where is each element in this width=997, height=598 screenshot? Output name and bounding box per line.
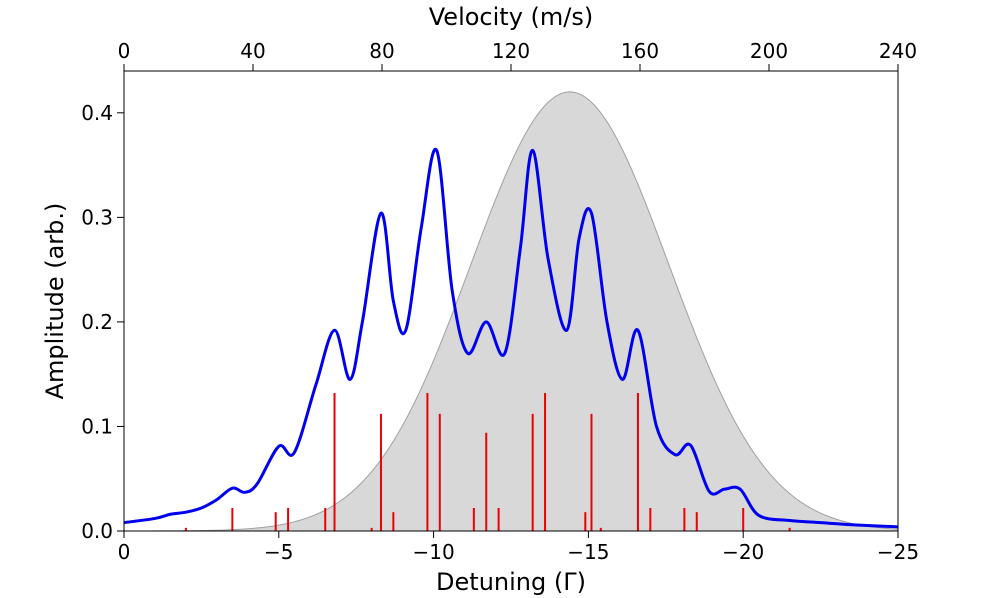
x-tick-label: −20	[722, 540, 764, 564]
top-x-tick-label: 0	[118, 39, 131, 63]
top-x-tick-label: 240	[879, 39, 917, 63]
distribution-area	[123, 91, 899, 532]
x-tick-label: 0	[118, 540, 131, 564]
top-x-axis-title: Velocity (m/s)	[429, 3, 593, 31]
y-tick-label: 0.3	[81, 205, 113, 229]
y-tick-label: 0.2	[81, 310, 113, 334]
x-tick-label: −25	[877, 540, 919, 564]
x-tick-label: −5	[264, 540, 293, 564]
x-tick-label: −10	[412, 540, 454, 564]
plot-area	[123, 91, 899, 532]
top-x-tick-label: 120	[492, 39, 530, 63]
x-tick-label: −15	[567, 540, 609, 564]
top-x-tick-label: 80	[369, 39, 394, 63]
top-x-tick-label: 200	[750, 39, 788, 63]
y-tick-label: 0.1	[81, 414, 113, 438]
ticks: 0 −5 −10 −15 −20 −25 0 40 80 120 160 200 240 0.0 0.1 0.…	[81, 39, 919, 564]
y-tick-label: 0.4	[81, 101, 113, 125]
y-axis-title: Amplitude (arb.)	[41, 203, 69, 400]
x-axis-title: Detuning (Γ)	[436, 568, 586, 596]
spectrum-line	[123, 147, 899, 529]
top-x-tick-label: 40	[240, 39, 265, 63]
top-x-tick-label: 160	[621, 39, 659, 63]
y-tick-label: 0.0	[81, 519, 113, 543]
